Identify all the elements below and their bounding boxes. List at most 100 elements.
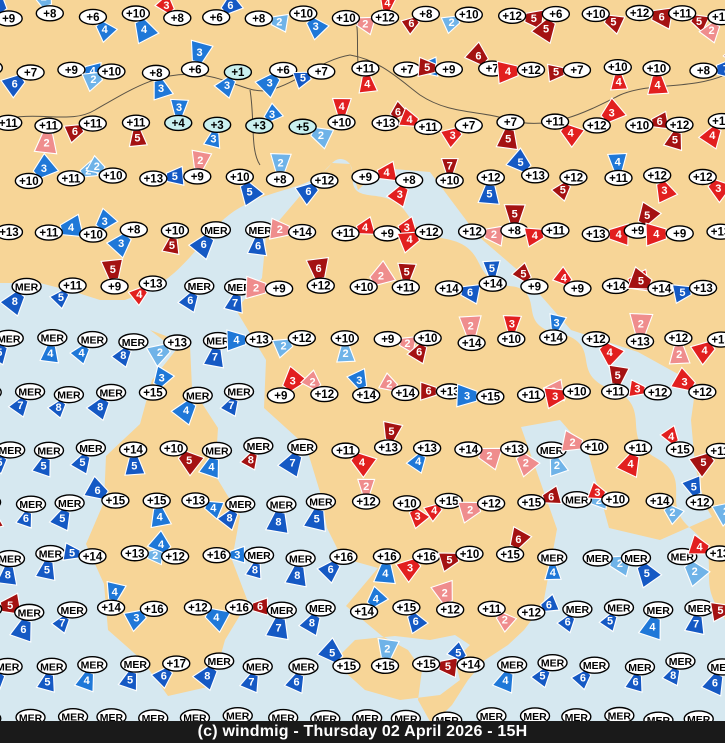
svg-text:MER: MER [208,656,232,668]
svg-text:MER: MER [40,661,64,673]
svg-text:MER: MER [18,607,42,619]
svg-text:2: 2 [310,376,316,388]
svg-text:7: 7 [228,400,234,412]
svg-text:3: 3 [415,511,421,523]
svg-text:+14: +14 [461,660,481,672]
svg-text:+12: +12 [315,176,335,188]
svg-text:2: 2 [253,282,259,294]
svg-text:MER: MER [81,335,105,347]
svg-text:4: 4 [415,456,422,468]
svg-text:3: 3 [158,83,164,95]
svg-text:+12: +12 [521,608,541,620]
svg-text:3: 3 [176,102,182,114]
svg-text:+12: +12 [648,387,668,399]
svg-text:5: 5 [700,457,706,469]
svg-text:+6: +6 [210,12,223,24]
svg-text:+12: +12 [693,172,713,184]
svg-text:4: 4 [709,130,716,142]
svg-text:6: 6 [408,18,414,30]
svg-text:+9: +9 [631,226,644,238]
svg-text:+15: +15 [337,661,357,673]
svg-text:4: 4 [68,222,75,234]
svg-text:5: 5 [691,482,697,494]
svg-text:3: 3 [609,107,615,119]
svg-text:3: 3 [224,80,230,92]
svg-text:6: 6 [416,347,422,359]
svg-text:+11: +11 [336,446,355,458]
svg-text:4: 4 [654,79,661,91]
svg-text:5: 5 [186,455,192,467]
svg-text:+16: +16 [377,551,397,563]
svg-text:4: 4 [561,272,568,284]
svg-text:MER: MER [186,390,210,402]
svg-text:+16: +16 [334,552,354,564]
svg-text:MER: MER [583,660,607,672]
svg-text:+13: +13 [417,443,437,455]
svg-text:4: 4 [668,431,675,443]
svg-text:6: 6 [305,186,311,198]
svg-text:8: 8 [120,350,126,362]
svg-text:+15: +15 [500,549,520,561]
svg-text:+13: +13 [168,338,188,350]
svg-text:+9: +9 [273,284,286,296]
svg-text:4: 4 [384,0,391,9]
svg-text:MER: MER [607,603,631,615]
svg-text:+14: +14 [606,281,626,293]
svg-text:4: 4 [616,77,623,89]
svg-text:8: 8 [55,402,61,414]
svg-text:+17: +17 [166,659,186,671]
svg-text:MER: MER [628,662,652,674]
svg-text:+11: +11 [61,173,80,185]
svg-text:3: 3 [41,163,47,175]
svg-text:MER: MER [669,656,693,668]
svg-text:4: 4 [701,345,708,357]
svg-text:+13: +13 [711,335,725,347]
svg-text:5: 5 [717,605,723,617]
svg-text:+9: +9 [359,172,372,184]
svg-text:6: 6 [467,287,473,299]
svg-text:MER: MER [18,387,42,399]
svg-text:+13: +13 [143,279,163,291]
svg-text:+7: +7 [400,65,413,77]
svg-text:+11: +11 [396,282,415,294]
svg-text:MER: MER [249,225,273,237]
svg-text:2: 2 [570,437,576,449]
svg-text:6: 6 [257,601,263,613]
svg-text:6: 6 [72,126,78,138]
svg-text:4: 4 [373,593,380,605]
svg-text:4: 4 [84,675,91,687]
svg-text:4: 4 [79,347,86,359]
svg-text:+16: +16 [417,551,437,563]
svg-text:+9: +9 [673,228,686,240]
svg-text:+12: +12 [375,13,395,25]
svg-text:+13: +13 [186,495,206,507]
svg-text:3: 3 [267,78,273,90]
svg-text:5: 5 [539,671,545,683]
svg-text:+11: +11 [39,228,58,240]
svg-text:+16: +16 [207,550,227,562]
svg-text:2: 2 [449,17,455,29]
svg-text:4: 4 [382,568,389,580]
svg-text:+11: +11 [673,8,692,20]
svg-text:+7: +7 [24,68,37,80]
svg-text:5: 5 [517,157,523,169]
svg-text:+15: +15 [481,392,501,404]
svg-text:3: 3 [464,390,470,402]
svg-text:MER: MER [566,604,590,616]
svg-text:5: 5 [300,73,306,85]
svg-text:5: 5 [638,276,644,288]
svg-text:+14: +14 [650,496,670,508]
svg-text:+8: +8 [273,174,287,186]
svg-text:2: 2 [41,0,47,4]
svg-text:5: 5 [314,514,320,526]
svg-text:5: 5 [446,554,452,566]
svg-text:2: 2 [363,481,369,493]
svg-text:4: 4 [364,78,371,90]
svg-text:2: 2 [468,320,474,332]
svg-text:+10: +10 [164,443,184,455]
svg-text:+10: +10 [102,67,122,79]
svg-text:2: 2 [197,155,203,167]
svg-text:2: 2 [692,566,698,578]
svg-text:4: 4 [550,567,557,579]
svg-text:MER: MER [0,333,21,345]
